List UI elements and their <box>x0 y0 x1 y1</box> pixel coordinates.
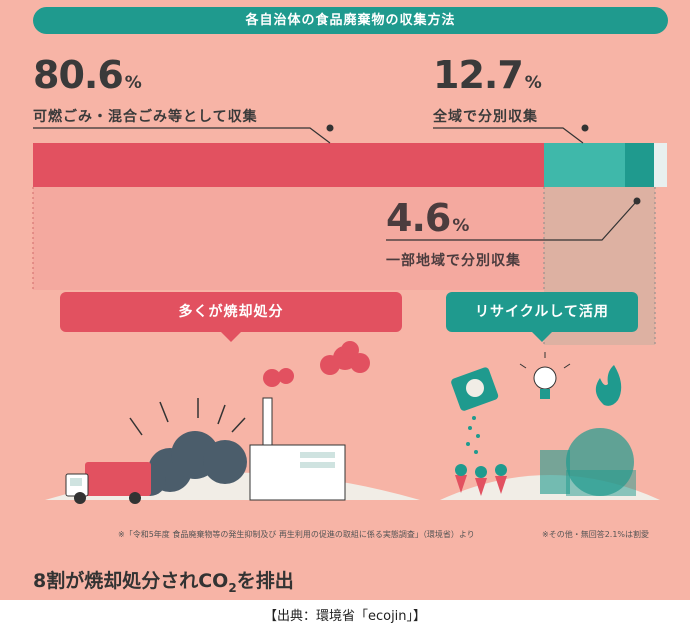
incineration-plant-illustration <box>249 397 346 501</box>
callout-recycle: リサイクルして活用 <box>446 292 638 342</box>
smoke-cloud-illustration <box>263 341 370 387</box>
headline: 8割が焼却処分されCO2を排出 <box>33 566 294 595</box>
survey-note: ※「令和5年度 食品廃棄物等の発生抑制及び 再生利用の促進の取組に係る実態調査」… <box>118 530 475 539</box>
value-partial-separate-number: 4.6 <box>386 196 451 240</box>
label-partial-separate: 一部地域で分別収集 <box>386 253 521 269</box>
chart-title: 各自治体の食品廃棄物の収集方法 <box>33 7 668 34</box>
leader-partial-separate-dot <box>633 197 641 205</box>
stacked-bar <box>33 143 667 187</box>
flame-icon <box>595 365 622 406</box>
leader-full-separate <box>433 127 584 144</box>
bar-segment-combustible <box>33 143 544 187</box>
compost-bag-icon <box>451 367 499 411</box>
headline-main: 8割が焼却処分されCO <box>33 570 229 592</box>
bar-segment-partial-separate <box>624 143 654 187</box>
lightbulb-icon <box>519 352 571 399</box>
value-full-separate-unit: % <box>524 73 542 93</box>
callout-incineration: 多くが焼却処分 <box>60 292 402 342</box>
sprinkle-dots-illustration <box>466 416 480 454</box>
bar-segment-full-separate <box>544 143 625 187</box>
value-full-separate: 12.7% <box>433 53 542 97</box>
value-partial-separate-unit: % <box>452 216 470 236</box>
label-full-separate: 全域で分別収集 <box>433 109 538 125</box>
label-combustible: 可燃ごみ・混合ごみ等として収集 <box>33 109 258 125</box>
leader-combustible-dot <box>326 124 334 132</box>
other-note: ※その他・無回答2.1%は割愛 <box>542 530 650 539</box>
garbage-truck-illustration <box>65 462 151 504</box>
headline-subscript: 2 <box>228 580 237 595</box>
noise-lines-illustration <box>129 398 246 436</box>
leader-partial-separate <box>386 201 637 241</box>
left-band <box>33 187 544 290</box>
bar-segment-other <box>653 143 667 187</box>
leader-full-separate-dot <box>581 124 589 132</box>
illustration-layer <box>45 341 660 504</box>
value-full-separate-number: 12.7 <box>433 53 524 97</box>
value-combustible-unit: % <box>124 73 142 93</box>
value-partial-separate: 4.6% <box>386 196 469 240</box>
value-combustible: 80.6% <box>33 53 142 97</box>
value-combustible-number: 80.6 <box>33 53 124 97</box>
biogas-plant-illustration <box>540 428 636 496</box>
leader-combustible <box>33 127 331 144</box>
vegetables-illustration <box>455 464 507 496</box>
infographic: 各自治体の食品廃棄物の収集方法 80.6% 可燃ごみ・混合ごみ等として収集 12… <box>0 0 690 600</box>
headline-end: を排出 <box>236 570 294 592</box>
source-credit: 【出典：環境省「ecojin」】 <box>263 609 427 624</box>
